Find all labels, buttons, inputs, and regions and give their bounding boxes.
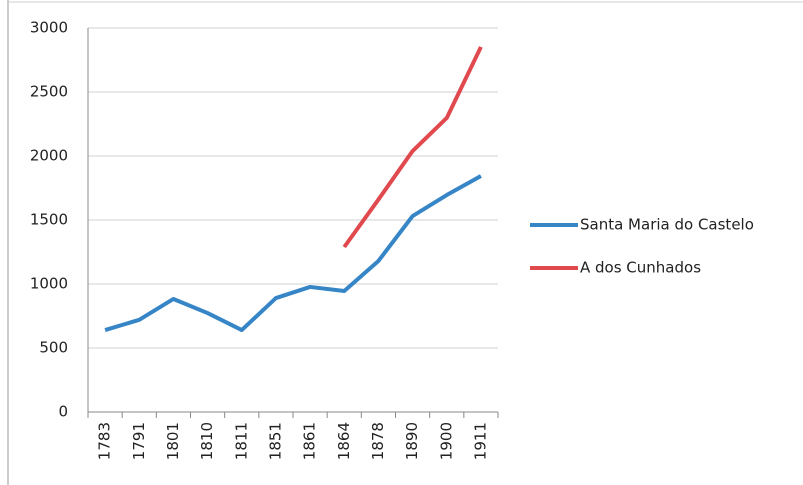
y-tick-label: 0 <box>58 403 68 421</box>
series-line <box>342 46 483 249</box>
x-tick-label: 1801 <box>164 422 182 460</box>
y-tick-label: 500 <box>39 339 68 357</box>
x-tick-label: 1864 <box>335 422 353 460</box>
x-tick-label: 1900 <box>437 422 455 460</box>
x-tick-label: 1783 <box>96 422 114 460</box>
x-tick-label: 1861 <box>301 422 319 460</box>
legend-label: Santa Maria do Castelo <box>580 216 754 234</box>
y-tick-label: 3000 <box>30 19 68 37</box>
y-tick-label: 2000 <box>30 147 68 165</box>
x-tick-label: 1878 <box>369 422 387 460</box>
x-tick-label: 1890 <box>403 422 421 460</box>
x-tick-label: 1851 <box>266 422 284 460</box>
x-tick-label: 1791 <box>130 422 148 460</box>
y-tick-label: 2500 <box>30 83 68 101</box>
series-line <box>104 174 482 333</box>
legend-label: A dos Cunhados <box>580 259 701 277</box>
y-tick-label: 1000 <box>30 275 68 293</box>
y-tick-label: 1500 <box>30 211 68 229</box>
x-tick-label: 1911 <box>471 422 489 460</box>
x-tick-label: 1811 <box>232 422 250 460</box>
x-tick-label: 1810 <box>198 422 216 460</box>
